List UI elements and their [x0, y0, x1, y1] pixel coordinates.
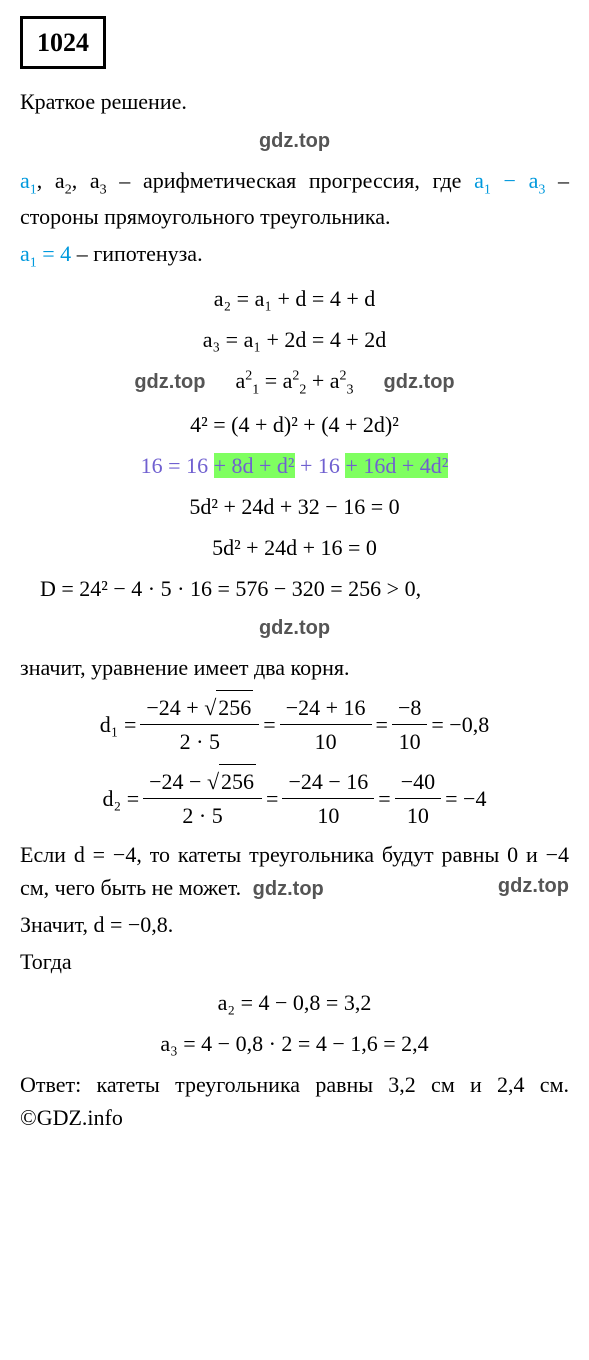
num: −24 + 16: [280, 691, 372, 725]
discriminant-text: значит, уравнение имеет два корня.: [20, 651, 569, 684]
paragraph-4: Значит, d = −0,8.: [20, 908, 569, 941]
d2-label: d₂ =: [103, 782, 140, 815]
highlight-1: + 8d + d²: [214, 453, 295, 478]
eq: =: [266, 782, 278, 815]
eq: =: [378, 782, 390, 815]
sub-1: 1: [30, 182, 37, 197]
watermark: gdz.top: [498, 871, 569, 901]
t: 16 = 16: [141, 453, 214, 478]
t: + a: [306, 368, 339, 393]
a1b: a: [474, 168, 484, 193]
discriminant: D = 24² − 4 · 5 · 16 = 576 − 320 = 256 >…: [40, 572, 569, 605]
eq: =: [263, 708, 275, 741]
t: a: [235, 368, 245, 393]
frac: −40 10: [395, 765, 441, 832]
frac: −24 + 16 10: [280, 691, 372, 758]
watermark: gdz.top: [134, 367, 205, 397]
watermark: gdz.top: [20, 613, 569, 643]
eq-9: a₃ = 4 − 0,8 · 2 = 4 − 1,6 = 2,4: [20, 1027, 569, 1060]
radicand: 256: [219, 764, 256, 798]
t: = a: [259, 368, 292, 393]
watermark: gdz.top: [20, 126, 569, 156]
heading: Краткое решение.: [20, 85, 569, 118]
paragraph-5: Тогда: [20, 945, 569, 978]
frac: −24 − √256 2 · 5: [143, 764, 262, 832]
den: 10: [282, 799, 374, 832]
radicand: 256: [216, 690, 253, 724]
t: , a: [72, 168, 100, 193]
paragraph-2: a1 = 4 – гипотенуза.: [20, 237, 569, 273]
watermark: gdz.top: [384, 367, 455, 397]
a1c: a: [20, 241, 30, 266]
d2-row: d₂ = −24 − √256 2 · 5 = −24 − 16 10 = −4…: [20, 764, 569, 832]
eq-1: a₂ = a₁ + d = 4 + d: [20, 282, 569, 315]
radical-icon: √: [204, 695, 216, 720]
frac: −8 10: [392, 691, 427, 758]
t: , a: [37, 168, 65, 193]
paragraph-3: Если d = −4, то катеты треугольника буду…: [20, 838, 569, 904]
eq-3-row: gdz.top a21 = a22 + a23 gdz.top: [20, 364, 569, 400]
t: + 16: [295, 453, 346, 478]
paragraph-1: a1, a2, a3 – арифметическая прогрессия, …: [20, 164, 569, 233]
d1-row: d₁ = −24 + √256 2 · 5 = −24 + 16 10 = −8…: [20, 690, 569, 758]
eq: =: [376, 708, 388, 741]
sup: 2: [340, 368, 347, 383]
eq-5: 16 = 16 + 8d + d² + 16 + 16d + 4d²: [20, 449, 569, 482]
sub-1c: 1: [30, 256, 37, 271]
frac: −24 + √256 2 · 5: [140, 690, 259, 758]
num: −24 + √256: [140, 690, 259, 725]
t: – арифметическая прогрессия, где: [107, 168, 474, 193]
num: −24 − √256: [143, 764, 262, 799]
d2-result: = −4: [445, 782, 486, 815]
eq-4: 4² = (4 + d)² + (4 + 2d)²: [20, 408, 569, 441]
num: −24 − 16: [282, 765, 374, 799]
eq-6: 5d² + 24d + 32 − 16 = 0: [20, 490, 569, 523]
d1-result: = −0,8: [431, 708, 489, 741]
num: −8: [392, 691, 427, 725]
eq-7: 5d² + 24d + 16 = 0: [20, 531, 569, 564]
t: = 4: [37, 241, 71, 266]
den: 2 · 5: [143, 799, 262, 832]
den: 2 · 5: [140, 725, 259, 758]
sub: 3: [347, 382, 354, 397]
sub-1b: 1: [484, 182, 491, 197]
watermark: gdz.top: [253, 878, 324, 900]
frac: −24 − 16 10: [282, 765, 374, 832]
problem-number: 1024: [20, 16, 106, 69]
t: −24 +: [146, 695, 204, 720]
answer: Ответ: катеты треугольника равны 3,2 см …: [20, 1068, 569, 1134]
sub-2: 2: [65, 182, 72, 197]
den: 10: [392, 725, 427, 758]
t: – гипотенуза.: [71, 241, 202, 266]
den: 10: [395, 799, 441, 832]
radical-icon: √: [207, 769, 219, 794]
eq-2: a₃ = a₁ + 2d = 4 + 2d: [20, 323, 569, 356]
t: − a: [491, 168, 539, 193]
t: −24 −: [149, 769, 207, 794]
sub-3: 3: [100, 182, 107, 197]
num: −40: [395, 765, 441, 799]
a1: a: [20, 168, 30, 193]
eq-8: a₂ = 4 − 0,8 = 3,2: [20, 986, 569, 1019]
eq-3: a21 = a22 + a23: [235, 364, 353, 400]
highlight-2: + 16d + 4d²: [345, 453, 448, 478]
d1-label: d₁ =: [100, 708, 137, 741]
den: 10: [280, 725, 372, 758]
